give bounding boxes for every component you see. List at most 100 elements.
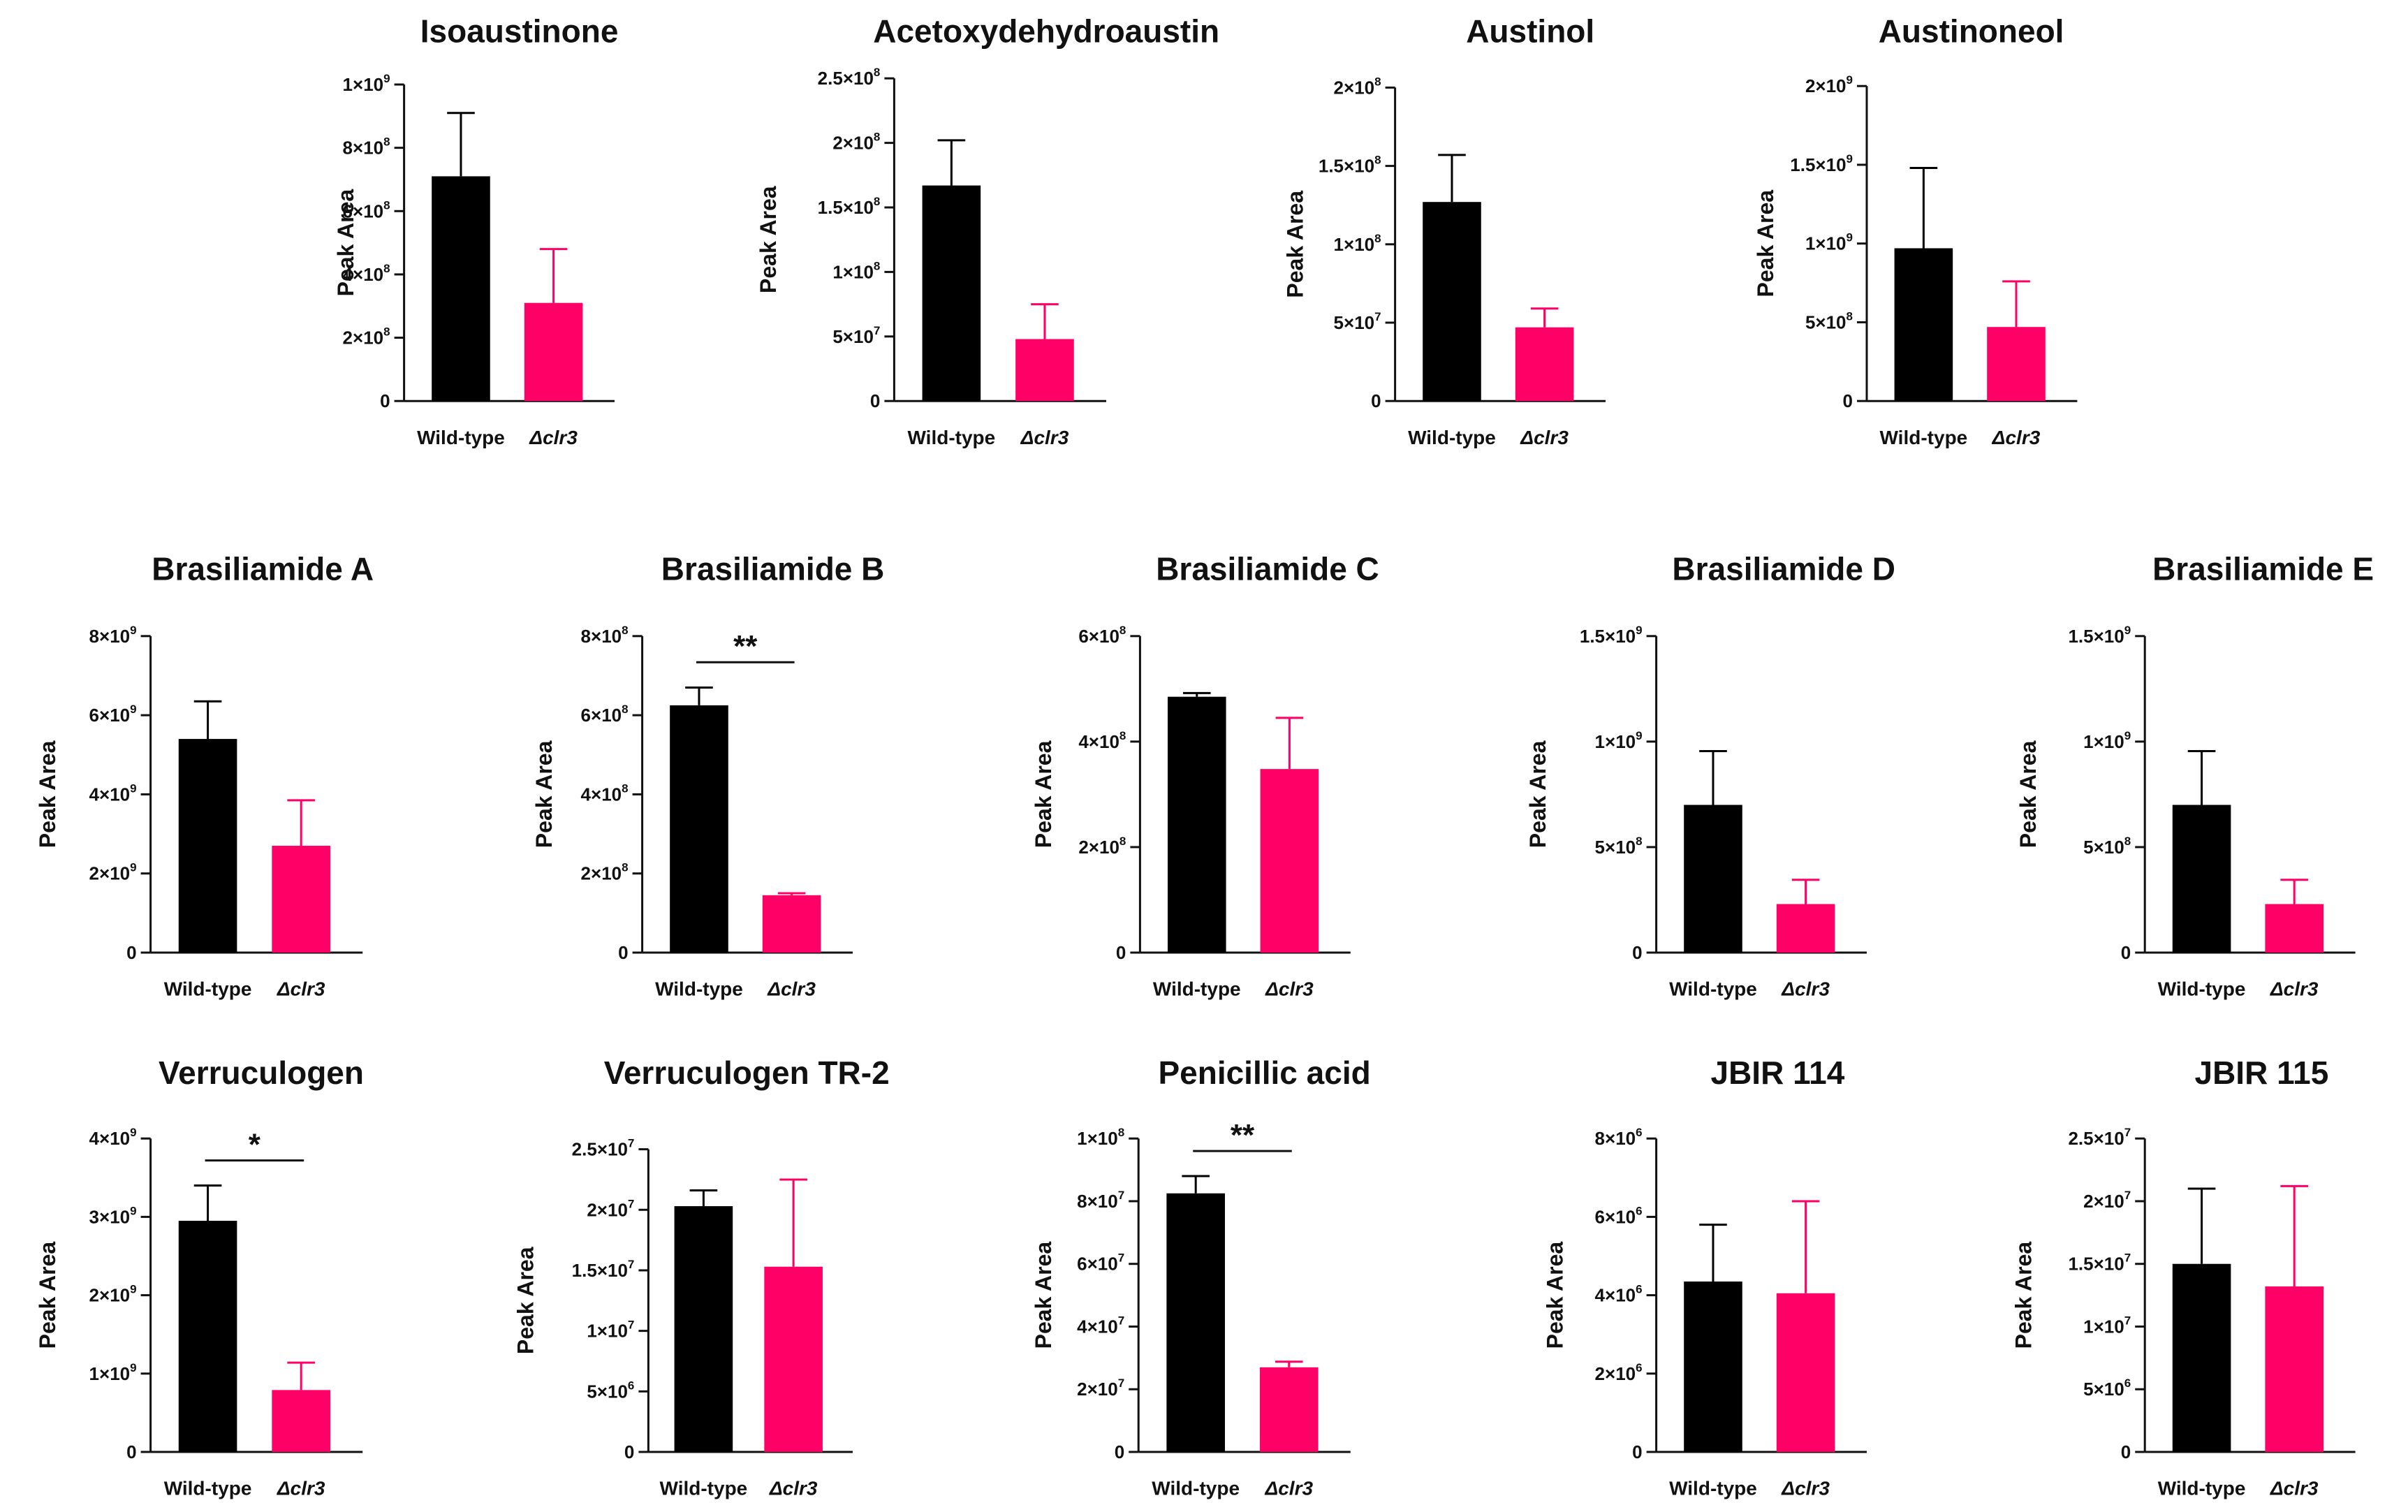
y-tick-label: 8×106: [1595, 1126, 1643, 1149]
y-tick-label: 2×106: [1595, 1361, 1643, 1384]
bar-dclr3: [272, 846, 330, 953]
y-axis-label: Peak Area: [513, 1247, 538, 1354]
x-category-label: Wild-type: [660, 1478, 748, 1499]
y-tick-label: 1.5×107: [2068, 1252, 2131, 1275]
y-tick-label: 1.5×107: [572, 1258, 635, 1281]
y-tick-label: 0: [2121, 942, 2131, 963]
y-tick-label: 2×108: [1334, 75, 1381, 98]
bar-dclr3: [2265, 1286, 2323, 1452]
y-tick-label: 2×108: [832, 131, 880, 154]
chart-title: Brasiliamide A: [152, 551, 374, 587]
y-tick-label: 2×109: [89, 861, 137, 884]
y-tick-label: 1.5×109: [1790, 152, 1853, 175]
y-axis-label: Peak Area: [35, 740, 60, 848]
y-tick-label: 6×108: [1078, 624, 1126, 647]
chart-title: Brasiliamide B: [661, 551, 885, 587]
significance-label: **: [1231, 1118, 1255, 1152]
panel-2: Acetoxydehydroaustin Peak Area 0 5×107 1×108…: [756, 13, 1219, 448]
y-tick-label: 0: [126, 1441, 136, 1462]
panel-4: Austinoneol Peak Area 0 5×108 1×109 1.5×109 2×…: [1753, 13, 2078, 448]
bar-dclr3: [1776, 904, 1835, 953]
bar-wild-type: [2172, 1263, 2231, 1452]
chart-title: Verruculogen TR-2: [604, 1055, 890, 1091]
x-category-label: Wild-type: [164, 978, 252, 1000]
x-category-label: Wild-type: [1152, 1478, 1240, 1499]
x-category-label: Wild-type: [1669, 1478, 1757, 1499]
chart-title: Brasiliamide D: [1672, 551, 1895, 587]
x-category-label: Δclr3: [1264, 1478, 1313, 1499]
y-axis-label: Peak Area: [35, 1242, 60, 1349]
x-category-label: Δclr3: [2270, 1478, 2319, 1499]
y-tick-label: 3×109: [89, 1204, 137, 1227]
y-tick-label: 8×108: [343, 135, 390, 159]
y-axis-label: Peak Area: [1283, 191, 1308, 298]
bar-dclr3: [1515, 327, 1574, 402]
y-tick-label: 0: [380, 390, 390, 411]
y-tick-label: 0: [1632, 942, 1642, 963]
bar-dclr3: [1259, 1367, 1319, 1452]
bar-wild-type: [1423, 202, 1481, 402]
x-category-label: Δclr3: [1992, 427, 2041, 448]
x-category-label: Δclr3: [1781, 1478, 1830, 1499]
bar-wild-type: [2172, 805, 2231, 953]
y-tick-label: 4×108: [581, 781, 629, 805]
y-tick-label: 4×108: [1078, 729, 1126, 752]
chart-title: Verruculogen: [159, 1055, 364, 1091]
y-tick-label: 4×109: [89, 781, 137, 805]
y-tick-label: 4×107: [1077, 1314, 1124, 1337]
y-tick-label: 1×109: [89, 1361, 137, 1384]
y-tick-label: 1.5×108: [1319, 154, 1381, 177]
y-axis-label: Peak Area: [1753, 190, 1778, 298]
x-category-label: Wild-type: [2158, 1478, 2246, 1499]
x-category-label: Wild-type: [1153, 978, 1241, 1000]
x-category-label: Wild-type: [2158, 978, 2246, 1000]
y-tick-label: 6×106: [1595, 1204, 1643, 1227]
panel-5: Brasiliamide A Peak Area 0 2×109 4×109 6×109 8…: [35, 551, 374, 1000]
bar-wild-type: [1684, 805, 1742, 953]
x-category-label: Wild-type: [655, 978, 743, 1000]
y-tick-label: 1.5×109: [1580, 624, 1643, 647]
y-tick-label: 0: [1843, 390, 1853, 411]
panel-6: Brasiliamide B Peak Area 0 2×108 4×108 6×108 8…: [531, 551, 885, 1000]
bar-dclr3: [1015, 339, 1074, 402]
y-axis-label: Peak Area: [756, 186, 781, 293]
panel-7: Brasiliamide C Peak Area 0 2×108 4×108 6×108 W…: [1031, 551, 1379, 1000]
chart-title: JBIR 115: [2195, 1055, 2329, 1091]
x-category-label: Wild-type: [1880, 427, 1968, 448]
y-tick-label: 2.5×107: [2068, 1126, 2131, 1149]
chart-title: Austinol: [1466, 13, 1594, 50]
x-category-label: Δclr3: [277, 1478, 325, 1499]
bar-wild-type: [674, 1206, 733, 1452]
y-tick-label: 8×109: [89, 624, 137, 647]
y-tick-label: 4×106: [1595, 1283, 1643, 1306]
y-tick-label: 4×109: [89, 1126, 137, 1149]
y-tick-label: 1.5×109: [2068, 624, 2131, 647]
y-tick-label: 0: [870, 390, 880, 411]
x-category-label: Δclr3: [529, 427, 578, 448]
y-tick-label: 1×108: [1334, 232, 1381, 255]
y-tick-label: 2.5×108: [818, 66, 881, 89]
y-tick-label: 5×108: [1595, 835, 1643, 858]
bar-dclr3: [1260, 769, 1319, 953]
chart-title: Acetoxydehydroaustin: [873, 13, 1219, 50]
y-axis-label: Peak Area: [2011, 1242, 2036, 1349]
bar-dclr3: [762, 895, 821, 953]
bar-wild-type: [178, 739, 237, 953]
x-category-label: Δclr3: [1265, 978, 1314, 1000]
significance-label: *: [249, 1128, 261, 1162]
x-category-label: Wild-type: [1669, 978, 1757, 1000]
x-category-label: Δclr3: [1020, 427, 1069, 448]
y-tick-label: 8×108: [581, 624, 629, 647]
panel-3: Austinol Peak Area 0 5×107 1×108 1.5×108 2×108…: [1283, 13, 1606, 448]
bar-wild-type: [922, 185, 981, 402]
y-tick-label: 5×106: [587, 1379, 634, 1402]
y-tick-label: 0: [1115, 1441, 1124, 1462]
y-tick-label: 0: [1371, 390, 1381, 411]
x-category-label: Δclr3: [1781, 978, 1830, 1000]
y-tick-label: 0: [1116, 942, 1126, 963]
panel-13: JBIR 114 Peak Area 0 2×106 4×106 6×106 8×106 Wi…: [1542, 1055, 1867, 1499]
y-tick-label: 6×108: [581, 703, 629, 726]
y-tick-label: 5×108: [2083, 835, 2131, 858]
y-tick-label: 2×107: [2083, 1189, 2131, 1212]
y-axis-label: Peak Area: [333, 189, 358, 297]
